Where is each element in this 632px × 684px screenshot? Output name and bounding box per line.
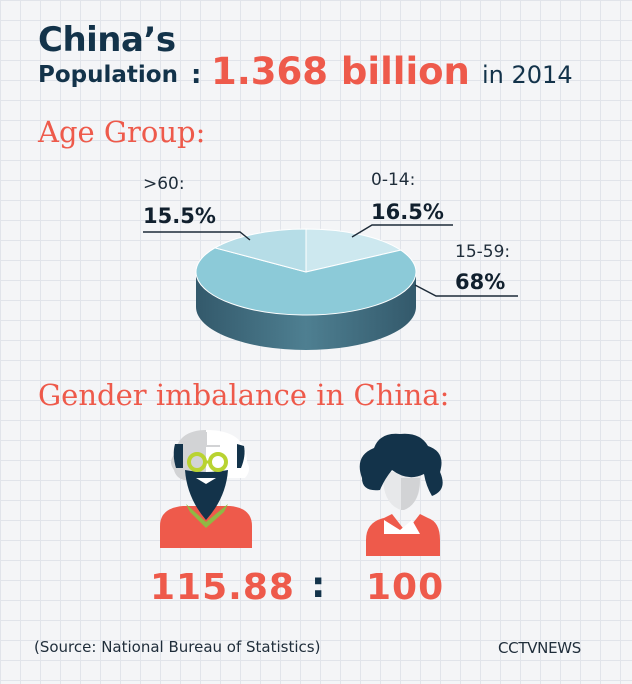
man-icon (160, 430, 252, 548)
pie-side (196, 272, 416, 350)
leader-lines (143, 224, 518, 297)
gender-heading: Gender imbalance in China: (38, 378, 450, 412)
pie-slice-60 (213, 228, 307, 273)
slice-label-0-14: 0-14: (371, 170, 416, 190)
slice-label-60: >60: (143, 174, 185, 194)
slice-label-15-59: 15-59: (455, 242, 511, 262)
slice-value-15-59: 68% (455, 270, 506, 294)
title-line2: Population (38, 62, 178, 88)
pie-slice-0-14 (305, 228, 402, 273)
leader-line-15-59 (414, 284, 518, 297)
male-ratio-value: 115.88 (150, 567, 295, 608)
source-note: (Source: National Bureau of Statistics) (34, 638, 321, 656)
pie-slice-15-59 (195, 247, 417, 316)
title-colon: : (191, 60, 202, 90)
title-line1: China’s (38, 20, 176, 60)
ratio-separator: : (311, 565, 327, 606)
slice-value-60: 15.5% (143, 204, 216, 228)
woman-icon (359, 433, 443, 556)
leader-line-0-14 (351, 224, 453, 238)
female-ratio-value: 100 (366, 567, 445, 608)
population-highlight: 1.368 billion (211, 50, 470, 93)
pie-side-band (196, 272, 416, 350)
slice-value-0-14: 16.5% (371, 200, 444, 224)
leader-line-60 (143, 231, 251, 241)
title-suffix: in 2014 (482, 61, 573, 89)
brand-logo-text: CCTVNEWS (498, 639, 582, 657)
age-group-heading: Age Group: (38, 115, 206, 149)
